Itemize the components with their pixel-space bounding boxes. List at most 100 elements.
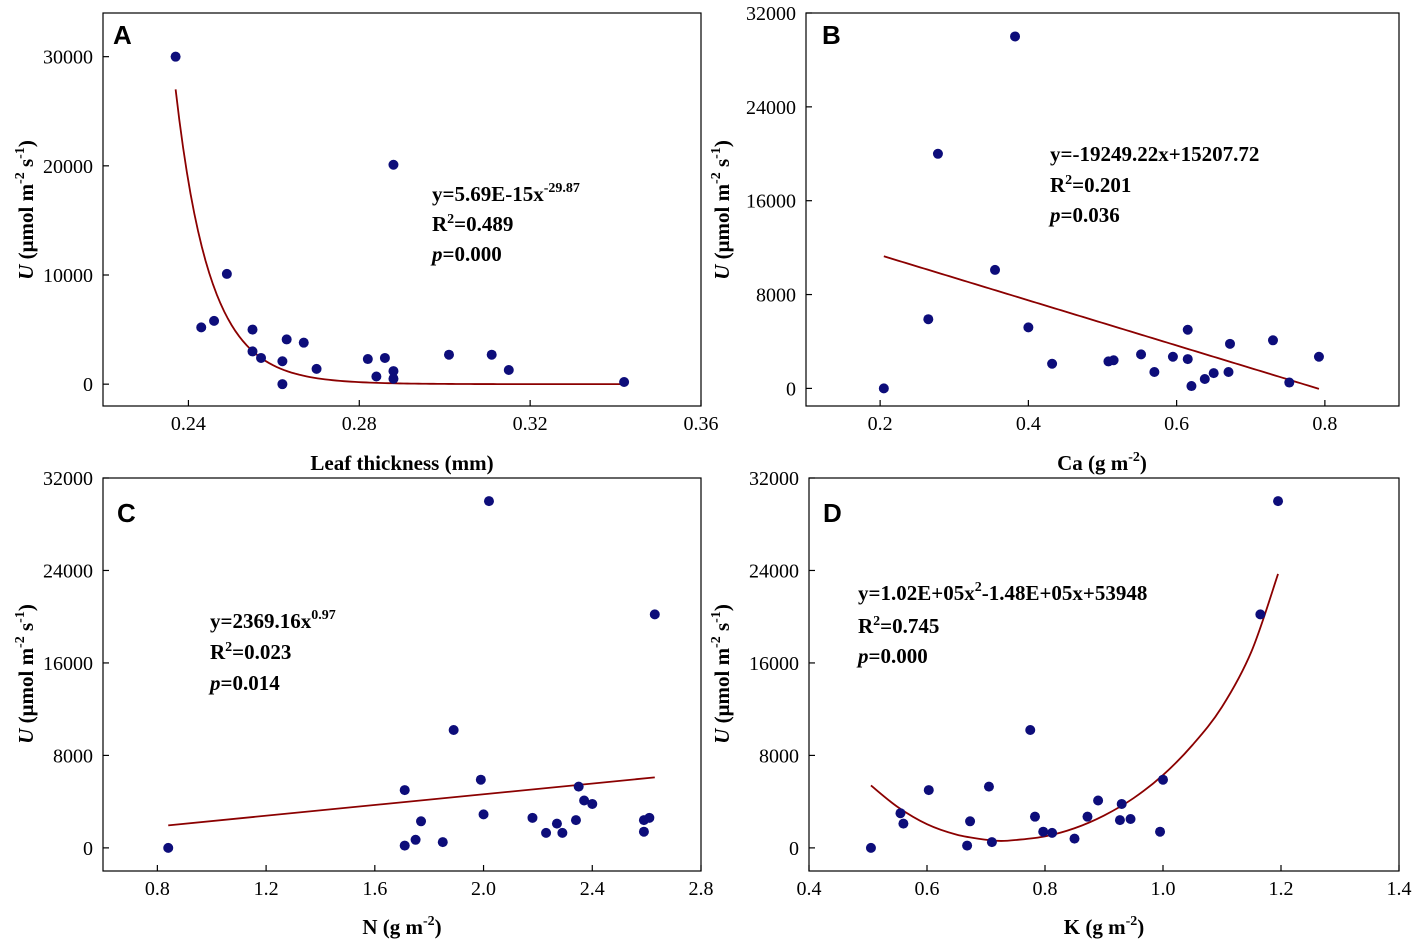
panel-d-point <box>1125 813 1136 824</box>
panel-c-eq-r2: R2=0.023 <box>210 640 291 664</box>
panel-c-point <box>638 826 649 837</box>
panel-a-frame <box>102 12 702 407</box>
panel-c-equation: y=2369.16x0.97 R2=0.023 p=0.014 <box>208 608 336 695</box>
panel-b-point <box>1182 324 1193 335</box>
panel-c-point <box>587 798 598 809</box>
panel-a-point <box>221 268 232 279</box>
panel-c-point <box>579 795 590 806</box>
panel-b-point <box>1267 335 1278 346</box>
panel-b-xtick-label: 0.8 <box>1312 413 1337 435</box>
panel-b-xlabel: Ca (g m-2) <box>1057 450 1147 475</box>
panel-c-eq-p: p=0.014 <box>208 671 280 695</box>
panel-d-fit-group <box>870 573 1279 842</box>
panel-b-point <box>990 264 1001 275</box>
panel-a-ticks: 0.24 0.28 0.32 0.36 0 10000 20000 30000 <box>43 47 719 435</box>
panel-b-ytick-label: 8000 <box>756 285 796 307</box>
panel-b-point <box>1136 349 1147 360</box>
panel-d-xtick-label: 0.4 <box>797 878 822 900</box>
panel-b-letter: B <box>822 20 841 50</box>
panel-d-equation: y=1.02E+05x2-1.48E+05x+53948 R2=0.745 p=… <box>856 580 1147 668</box>
panel-b-point <box>1284 377 1295 388</box>
panel-a-ytick-label: 0 <box>83 374 93 396</box>
panel-d-xtick-label: 1.0 <box>1151 878 1176 900</box>
panel-d-point <box>1047 827 1058 838</box>
panel-a-point <box>281 334 292 345</box>
panel-a-point <box>209 315 220 326</box>
panel-a-point <box>170 51 181 62</box>
panel-b-point <box>1223 366 1234 377</box>
panel-d-point <box>1255 609 1266 620</box>
panel-c-xtick-label: 0.8 <box>145 878 170 900</box>
panel-c-xtick-label: 1.2 <box>254 878 279 900</box>
panel-a-point <box>371 371 382 382</box>
panel-b-point <box>1023 322 1034 333</box>
panel-a-point <box>388 373 399 384</box>
panel-d-eq-fit: y=1.02E+05x2-1.48E+05x+53948 <box>858 580 1147 605</box>
panel-c-ytick-label: 24000 <box>43 560 93 582</box>
panel-d-point <box>986 837 997 848</box>
panel-b-xtick-label: 0.2 <box>868 413 893 435</box>
panel-c-point <box>649 609 660 620</box>
panel-b-point <box>1149 366 1160 377</box>
panel-a-ytick-label: 30000 <box>43 47 93 69</box>
panel-a-point <box>256 352 267 363</box>
panel-a-equation: y=5.69E-15x-29.87 R2=0.489 p=0.000 <box>430 181 580 266</box>
panel-a-point <box>388 366 399 377</box>
panel-c-ticks: 0.8 1.2 1.6 2.0 2.4 2.8 0 8000 16000 24000 32000 <box>43 468 714 900</box>
panel-a-point <box>277 356 288 367</box>
panel-b-eq-fit: y=-19249.22x+15207.72 <box>1050 142 1259 166</box>
panel-a-point <box>247 346 258 357</box>
panel-c-ytick-label: 8000 <box>53 745 93 767</box>
panel-b-point <box>1047 358 1058 369</box>
panel-c-ytick-label: 32000 <box>43 468 93 490</box>
panel-d-ytick-label: 0 <box>789 838 799 860</box>
panel-c-point <box>527 812 538 823</box>
panel-b-eq-p: p=0.036 <box>1048 203 1120 227</box>
panel-a: A Leaf thickness (mm) 0.24 0.28 0.32 0.36 0 1… <box>43 12 719 475</box>
panel-c-point <box>573 781 584 792</box>
panel-d-point <box>1093 795 1104 806</box>
panel-a-point <box>298 337 309 348</box>
panel-d-xtick-label: 0.8 <box>1033 878 1058 900</box>
panel-c-point <box>448 724 459 735</box>
panel-d-point <box>1116 798 1127 809</box>
panel-d-point <box>1273 496 1284 507</box>
panel-d-eq-p: p=0.000 <box>856 644 928 668</box>
panel-a-eq-r2: R2=0.489 <box>432 212 513 236</box>
panel-c-point <box>483 496 494 507</box>
panel-c-ylabel: U (μmol m-2 s-1) <box>13 604 38 744</box>
panel-a-xtick-label: 0.24 <box>171 413 206 435</box>
panel-a-ytick-label: 10000 <box>43 265 93 287</box>
panel-b-point <box>1186 381 1197 392</box>
panel-d-ytick-label: 32000 <box>749 468 799 490</box>
panel-d-point <box>1155 826 1166 837</box>
panel-a-point <box>619 376 630 387</box>
panel-b-fit-line <box>883 255 1320 390</box>
panel-a-fit-line <box>174 89 625 386</box>
panel-c-fit-line <box>168 776 655 827</box>
panel-d-point <box>1082 811 1093 822</box>
panel-b-equation: y=-19249.22x+15207.72 R2=0.201 p=0.036 <box>1048 142 1259 227</box>
panel-b-point <box>1313 351 1324 362</box>
panel-d-point <box>1025 724 1036 735</box>
panel-b-point <box>1208 368 1219 379</box>
panel-c-eq-fit: y=2369.16x0.97 <box>210 608 336 633</box>
panel-b-ytick-label: 0 <box>786 378 796 400</box>
panel-a-point <box>311 363 322 374</box>
panel-a-xlabel: Leaf thickness (mm) <box>310 451 493 475</box>
panel-d-point <box>1158 774 1168 785</box>
panel-d-point <box>983 781 994 792</box>
panel-a-xtick-label: 0.36 <box>684 413 719 435</box>
panel-c-point <box>644 812 655 823</box>
panel-b-point <box>1010 31 1021 42</box>
panel-c-xtick-label: 2.4 <box>580 878 605 900</box>
panel-d-ytick-label: 24000 <box>749 560 799 582</box>
panel-c-fit-group <box>168 776 655 827</box>
panel-c-ytick-label: 0 <box>83 838 93 860</box>
panel-d-point <box>1038 826 1049 837</box>
panel-b-ticks: 0.2 0.4 0.6 0.8 0 8000 16000 24000 32000 <box>746 3 1337 435</box>
panel-c-xtick-label: 1.6 <box>362 878 387 900</box>
panel-b-point <box>1108 355 1119 366</box>
panel-c-point <box>163 842 174 853</box>
